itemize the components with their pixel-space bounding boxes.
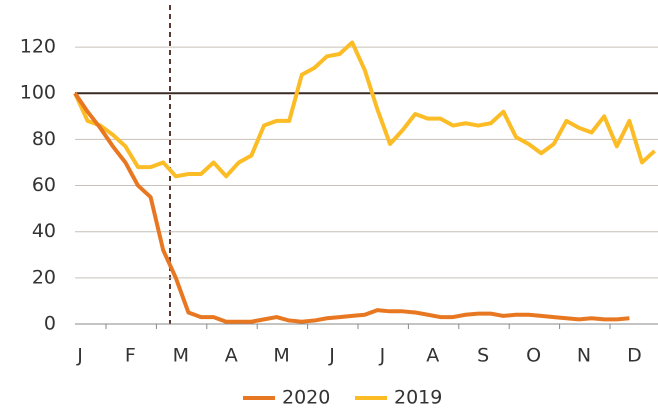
x-tick-label: M [273,345,289,367]
line-series [73,92,630,324]
y-tick-label: 0 [44,313,56,335]
y-tick-label: 40 [32,220,56,242]
legend-label: 2020 [282,387,330,409]
x-tick-label: J [76,345,83,367]
x-tick-label: S [477,345,489,367]
y-tick-label: 60 [32,174,56,196]
x-tick-label: J [379,345,386,367]
line-series [73,40,656,179]
y-tick-label: 80 [32,128,56,150]
x-tick-label: A [225,345,238,367]
x-tick-label: N [577,345,591,367]
x-tick-label: M [173,345,189,367]
x-tick-label: A [426,345,439,367]
x-tick-label: D [627,345,642,367]
y-tick-label: 120 [20,36,56,58]
x-tick-label: O [526,345,541,367]
x-tick-label: F [125,345,136,367]
y-tick-label: 20 [32,266,56,288]
y-tick-label: 100 [20,82,56,104]
legend-label: 2019 [394,387,442,409]
x-tick-label: J [328,345,335,367]
